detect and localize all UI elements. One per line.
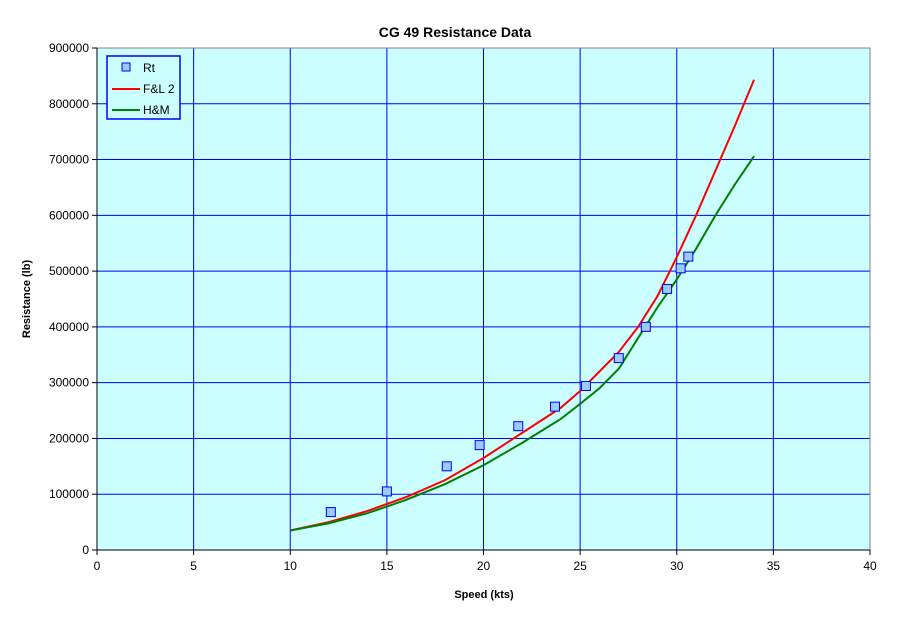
chart-title: CG 49 Resistance Data: [379, 24, 532, 40]
data-point-rt: [550, 401, 561, 412]
x-tick-label: 20: [477, 559, 491, 573]
legend-marker-rt: [121, 62, 131, 72]
y-tick-label: 600000: [49, 208, 89, 222]
data-point-rt: [675, 263, 686, 274]
x-tick-label: 30: [670, 559, 684, 573]
y-tick-label: 400000: [49, 320, 89, 334]
legend-label-rt: Rt: [143, 61, 156, 75]
y-tick-label: 500000: [49, 264, 89, 278]
y-tick-label: 900000: [49, 41, 89, 55]
x-tick-label: 0: [94, 559, 101, 573]
legend-label-hm: H&M: [143, 103, 170, 117]
legend-box: [106, 55, 181, 120]
legend: Rt F&L 2 H&M: [106, 55, 181, 120]
legend-label-fl2: F&L 2: [143, 82, 175, 96]
data-point-rt: [683, 251, 694, 262]
data-point-rt: [613, 353, 624, 364]
data-point-rt: [662, 283, 673, 294]
x-tick-label: 25: [573, 559, 587, 573]
y-tick-label: 200000: [49, 431, 89, 445]
data-point-rt: [441, 461, 452, 472]
y-tick-label: 800000: [49, 97, 89, 111]
y-tick-label: 300000: [49, 376, 89, 390]
data-point-rt: [381, 486, 392, 497]
data-point-rt: [640, 321, 651, 332]
x-tick-label: 15: [380, 559, 394, 573]
data-point-rt: [580, 381, 591, 392]
y-tick-label: 100000: [49, 487, 89, 501]
x-tick-label: 40: [863, 559, 877, 573]
y-axis-label: Resistance (lb): [21, 260, 33, 339]
series-line-hm: [290, 155, 755, 532]
data-point-rt: [513, 421, 524, 432]
x-axis-label: Speed (kts): [454, 589, 514, 601]
data-point-rt: [325, 507, 336, 518]
x-tick-label: 10: [284, 559, 298, 573]
y-tick-label: 700000: [49, 153, 89, 167]
x-tick-label: 5: [190, 559, 197, 573]
data-point-rt: [474, 440, 485, 451]
x-tick-label: 35: [767, 559, 781, 573]
y-tick-label: 0: [82, 543, 89, 557]
